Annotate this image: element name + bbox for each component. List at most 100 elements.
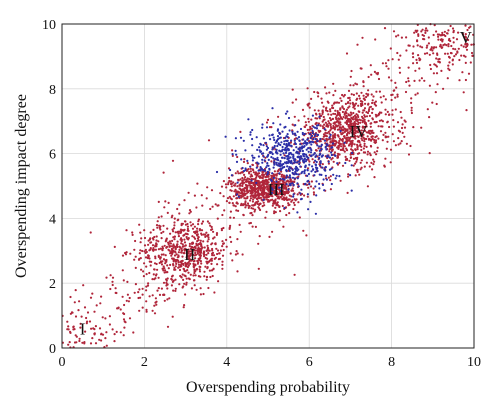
data-point [195, 206, 198, 209]
data-point [319, 124, 322, 127]
data-point [173, 238, 176, 241]
data-point [173, 266, 176, 270]
data-point [291, 172, 294, 175]
data-point [307, 104, 310, 107]
data-point [268, 168, 271, 171]
data-point [310, 143, 313, 146]
data-point [244, 206, 247, 209]
data-point [193, 230, 196, 234]
data-point [261, 170, 264, 173]
data-point [321, 183, 325, 186]
data-point [207, 234, 210, 237]
data-point [246, 177, 249, 180]
data-point [457, 31, 460, 34]
data-point [398, 71, 402, 74]
data-point [228, 227, 231, 230]
data-point [312, 168, 315, 171]
data-point [141, 306, 144, 309]
data-point [275, 148, 278, 151]
data-point [182, 306, 185, 309]
data-point [295, 198, 298, 201]
data-point [348, 159, 351, 162]
data-point [258, 146, 261, 149]
x-tick-label: 4 [223, 355, 230, 370]
data-point [267, 178, 270, 181]
data-point [138, 252, 141, 255]
data-point [218, 252, 221, 255]
data-point [303, 132, 306, 136]
data-point [177, 266, 180, 269]
data-point [436, 52, 439, 55]
data-point [151, 248, 154, 251]
data-point [183, 238, 186, 241]
data-point [314, 212, 317, 215]
data-point [158, 293, 162, 296]
data-point [207, 286, 210, 290]
data-point [147, 282, 150, 285]
data-point [280, 186, 283, 189]
data-point [257, 190, 260, 193]
data-point [284, 198, 287, 201]
data-point [318, 112, 321, 115]
data-point [139, 241, 142, 244]
data-point [339, 107, 342, 110]
data-point [387, 76, 391, 79]
data-point [316, 167, 319, 170]
data-point [313, 90, 316, 94]
data-point [272, 136, 275, 139]
data-point [160, 237, 163, 240]
data-point [154, 257, 157, 260]
data-point [371, 101, 374, 105]
data-point [355, 160, 358, 163]
data-point [153, 304, 156, 307]
data-point [293, 139, 296, 142]
data-point [376, 150, 379, 153]
data-point [458, 58, 461, 62]
data-point [343, 141, 346, 144]
data-point [433, 24, 436, 27]
data-point [204, 265, 207, 268]
data-point [281, 204, 284, 208]
data-point [395, 86, 398, 89]
data-point [243, 197, 246, 200]
data-point [285, 155, 288, 158]
data-point [166, 264, 169, 267]
data-point [439, 38, 442, 42]
data-point [316, 144, 319, 147]
data-point [205, 253, 208, 256]
data-point [251, 159, 254, 162]
data-point [352, 164, 355, 167]
data-point [298, 162, 301, 166]
data-point [142, 270, 145, 273]
data-point [267, 200, 270, 203]
data-point [429, 63, 432, 67]
data-point [325, 137, 328, 141]
data-point [387, 113, 391, 116]
data-point [148, 271, 151, 275]
data-point [80, 315, 83, 318]
data-point [297, 173, 300, 176]
data-point [282, 184, 285, 187]
data-point [337, 124, 340, 127]
data-point [435, 57, 438, 60]
data-point [160, 263, 164, 266]
data-point [437, 38, 440, 41]
data-point [195, 231, 199, 234]
data-point [407, 66, 410, 69]
data-point [360, 166, 363, 169]
data-point [400, 140, 403, 143]
data-point [295, 167, 299, 170]
data-point [460, 44, 463, 47]
data-point [172, 227, 176, 230]
data-point [134, 283, 137, 286]
data-point [225, 238, 228, 241]
data-point [188, 242, 191, 245]
data-point [394, 144, 397, 147]
data-point [279, 143, 282, 147]
data-point [236, 238, 239, 241]
data-point [374, 38, 377, 41]
data-point [251, 137, 254, 141]
data-point [276, 201, 279, 204]
data-point [172, 264, 175, 267]
data-point [351, 142, 354, 145]
